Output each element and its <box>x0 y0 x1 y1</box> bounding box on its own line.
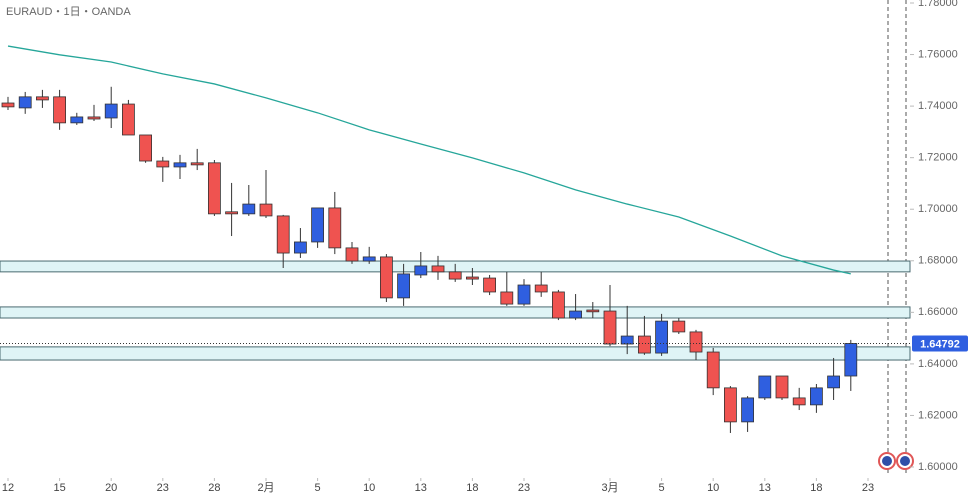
x-tick-label: 12 <box>2 482 14 494</box>
x-tick-label: 18 <box>466 482 478 494</box>
candle-body <box>122 103 135 136</box>
candle-body <box>569 310 582 319</box>
plot-area <box>0 45 911 433</box>
candle-body <box>552 291 565 319</box>
y-tick-label: 1.72000 <box>918 152 958 164</box>
x-tick-label: 18 <box>810 482 822 494</box>
support-zone <box>0 306 911 319</box>
x-tick-label: 13 <box>415 482 427 494</box>
x-tick-label: 28 <box>208 482 220 494</box>
candle-body <box>655 320 668 354</box>
candle-body <box>483 277 497 293</box>
candle-body <box>156 160 170 168</box>
candle-body <box>689 331 703 353</box>
y-tick-label: 1.68000 <box>918 255 958 267</box>
candle-body <box>672 320 686 333</box>
moving-average <box>7 45 851 275</box>
candle-body <box>534 284 548 293</box>
candle-body <box>70 116 84 124</box>
candle-body <box>810 387 823 406</box>
candle-body <box>276 215 290 254</box>
x-tick-label: 13 <box>759 482 771 494</box>
candle-body <box>414 265 428 276</box>
candle-body <box>87 116 101 120</box>
x-tick-label: 23 <box>862 482 874 494</box>
candle-body <box>775 375 789 399</box>
candle-body <box>36 96 49 101</box>
y-tick-label: 1.66000 <box>918 306 958 318</box>
candle-body <box>827 375 840 389</box>
candle-body <box>844 343 858 377</box>
event-icon-inner <box>882 456 892 466</box>
candle-body <box>18 96 32 109</box>
candle-body <box>448 271 462 280</box>
candle-body <box>465 276 479 280</box>
candle-body <box>620 335 634 345</box>
candle-body <box>328 207 342 249</box>
x-tick-label: 5 <box>659 482 665 494</box>
candle-body <box>638 335 651 354</box>
candle-body <box>1 102 15 108</box>
y-tick-label: 1.62000 <box>918 409 958 421</box>
x-tick-label: 10 <box>363 482 375 494</box>
candle-body <box>345 247 359 262</box>
y-tick-label: 1.64000 <box>918 358 958 370</box>
candle-body <box>379 256 393 299</box>
candle-body <box>207 162 221 215</box>
candle-body <box>586 309 600 313</box>
x-tick-label: 15 <box>53 482 65 494</box>
y-tick-label: 1.76000 <box>918 48 958 60</box>
event-icon-inner <box>900 456 910 466</box>
candle-body <box>517 284 531 305</box>
x-tick-label: 10 <box>707 482 719 494</box>
candle-body <box>104 103 118 119</box>
candle-body <box>173 162 187 168</box>
candle-body <box>139 134 153 162</box>
y-tick-label: 1.74000 <box>918 100 958 112</box>
candle-body <box>758 375 772 399</box>
x-tick-label: 23 <box>518 482 530 494</box>
x-tick-label: 2月 <box>257 482 274 494</box>
candle-body <box>362 256 376 262</box>
candle-body <box>311 207 325 243</box>
candle-body <box>706 351 720 389</box>
candle-body <box>225 211 239 215</box>
candle-body <box>53 96 66 124</box>
y-tick-label: 1.78000 <box>918 0 958 9</box>
x-tick-label: 5 <box>315 482 321 494</box>
candle-body <box>293 241 307 254</box>
candle-body <box>259 203 273 217</box>
candle-body <box>242 203 256 215</box>
x-tick-label: 20 <box>105 482 117 494</box>
candle-body <box>792 397 806 406</box>
chart-title: EURAUD・1日・OANDA <box>6 6 131 18</box>
candle-body <box>190 162 204 166</box>
candle-body <box>724 387 737 423</box>
candle-body <box>397 273 411 299</box>
last-price-badge <box>912 335 968 352</box>
x-tick-label: 3月 <box>601 482 618 494</box>
x-tick-label: 23 <box>157 482 169 494</box>
y-tick-label: 1.60000 <box>918 461 958 473</box>
support-zone <box>0 346 911 361</box>
candle-body <box>741 397 754 423</box>
last-price-label: 1.64792 <box>920 338 960 350</box>
candle-body <box>603 310 617 345</box>
candle-body <box>431 265 445 273</box>
y-tick-label: 1.70000 <box>918 203 958 215</box>
candle-body <box>500 291 514 305</box>
